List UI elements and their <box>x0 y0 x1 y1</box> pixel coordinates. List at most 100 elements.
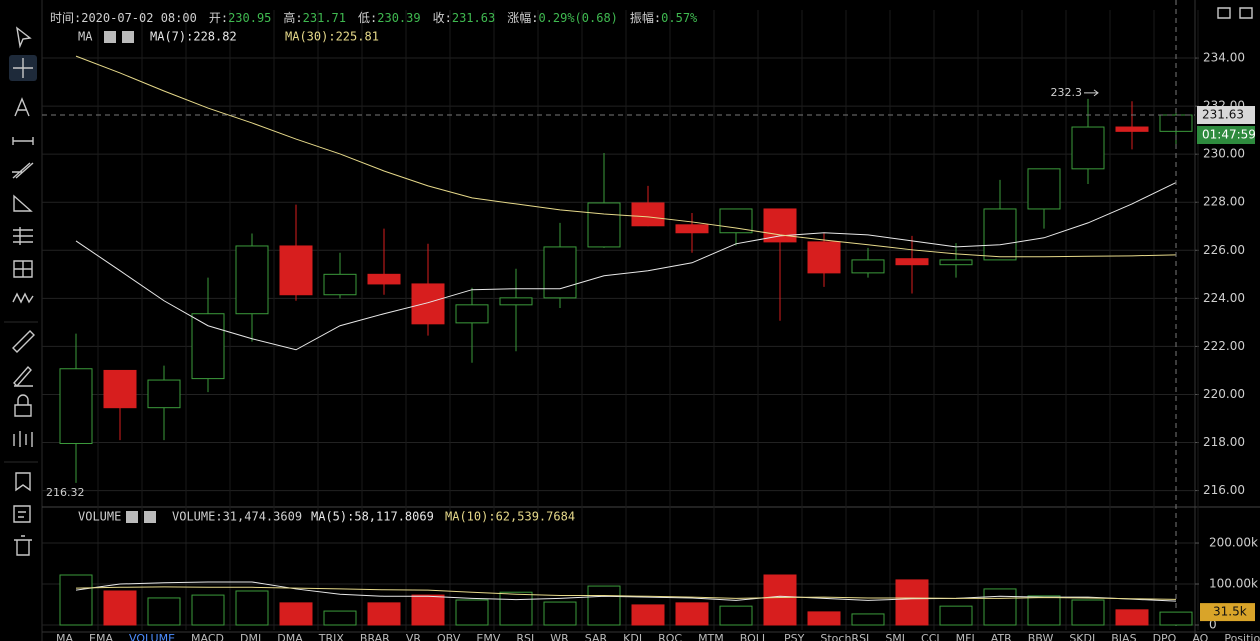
y-tick-label: 224.00 <box>1203 291 1245 305</box>
indicator-name: VOLUME <box>78 510 121 524</box>
indicator-tab[interactable]: CCI <box>921 632 940 641</box>
y-tick-label: 200.00k <box>1209 536 1258 550</box>
candle-body <box>1071 126 1105 170</box>
indicator-tab[interactable]: BRAR <box>360 632 390 641</box>
indicator-tab[interactable]: SAR <box>585 632 608 641</box>
cursor-tool[interactable] <box>16 26 32 49</box>
volume-bar <box>983 588 1017 626</box>
close-button[interactable] <box>122 31 134 43</box>
indicator-tab[interactable]: AO <box>1192 632 1208 641</box>
header-value: 2020-07-02 08:00 <box>81 11 197 25</box>
candle-body <box>895 258 929 266</box>
indicator-tab[interactable]: VR <box>406 632 422 641</box>
fib-tool[interactable] <box>13 227 33 245</box>
ruler-tool[interactable] <box>12 330 35 353</box>
y-tick-label: 220.00 <box>1203 387 1245 401</box>
settings-button[interactable] <box>104 31 116 43</box>
y-tick-label: 234.00 <box>1203 51 1245 65</box>
indicator-tab[interactable]: WR <box>550 632 569 641</box>
delete-tool[interactable] <box>14 535 32 556</box>
candle-body <box>763 208 797 243</box>
candle-body <box>543 246 577 299</box>
volume-bar <box>939 605 973 626</box>
volume-bar <box>499 591 533 626</box>
indicator-tab[interactable]: BIAS <box>1111 632 1136 641</box>
volume-bar <box>1071 599 1105 626</box>
window-icons[interactable] <box>1217 7 1253 19</box>
settings-button[interactable] <box>126 511 138 523</box>
indicator-tab[interactable]: KDJ <box>623 632 642 641</box>
indicator-tab[interactable]: PSY <box>784 632 805 641</box>
volume-bar <box>1159 611 1193 626</box>
volume-value: VOLUME:31,474.3609 <box>172 510 302 524</box>
y-tick-label: 222.00 <box>1203 339 1245 353</box>
marks <box>42 0 1195 630</box>
grid-tool[interactable] <box>13 260 33 278</box>
indicator-tab[interactable]: DPO <box>1153 632 1177 641</box>
indicator-tab[interactable]: EMV <box>476 632 500 641</box>
line-tool[interactable] <box>12 137 34 145</box>
volume-bar <box>895 579 929 626</box>
candle-body <box>191 313 225 380</box>
candle-body <box>675 224 709 234</box>
volume-bar <box>103 590 137 626</box>
indicator-tab[interactable]: DMA <box>277 632 303 641</box>
candle-body <box>1027 168 1061 210</box>
wave-tool[interactable] <box>12 292 34 304</box>
close-button[interactable] <box>144 511 156 523</box>
header-value: 230.95 <box>228 11 271 25</box>
channel-tool[interactable] <box>12 162 34 179</box>
indicator-tab[interactable]: DMI <box>240 632 261 641</box>
last-volume-tag <box>1200 603 1255 622</box>
crosshair-tool[interactable] <box>13 58 33 78</box>
volume-bar <box>719 605 753 626</box>
candle-body <box>59 368 93 444</box>
indicator-tab[interactable]: MTM <box>698 632 724 641</box>
volume-ma-legend: MA(5):58,117.8069 <box>311 510 434 524</box>
candle-body <box>147 379 181 409</box>
indicator-tab[interactable]: ATR <box>991 632 1012 641</box>
volume-bar <box>323 610 357 626</box>
ma-legend: MA(7):228.82 <box>150 30 237 44</box>
y-tick-label: 218.00 <box>1203 435 1245 449</box>
volume-bar <box>279 602 313 626</box>
candle-body <box>279 245 313 296</box>
indicator-tab[interactable]: BOLL <box>740 632 769 641</box>
indicator-tab[interactable]: BBW <box>1028 632 1054 641</box>
volume-bar <box>851 613 885 626</box>
volume-bar <box>147 597 181 626</box>
lock-tool[interactable] <box>14 394 32 417</box>
annotation-arrow <box>1084 89 1099 97</box>
indicator-tab[interactable]: ROC <box>658 632 682 641</box>
notes-tool[interactable] <box>13 505 31 523</box>
indicator-tab[interactable]: RSI <box>516 632 534 641</box>
indicator-tab[interactable]: VOLUME <box>129 632 175 641</box>
candle-body <box>807 241 841 274</box>
header-value: 230.39 <box>377 11 420 25</box>
text-tool[interactable] <box>14 97 30 117</box>
candle-body <box>455 304 489 324</box>
volume-bar <box>763 574 797 626</box>
indicator-tab[interactable]: Position <box>1224 632 1260 641</box>
y-tick-label: 0 <box>1209 618 1217 632</box>
indicator-tab[interactable]: MFI <box>956 632 975 641</box>
indicator-tab[interactable]: StochRSI <box>820 632 869 641</box>
indicator-tool[interactable] <box>13 431 33 447</box>
indicator-tab[interactable]: TRIX <box>318 632 345 641</box>
shape-tool[interactable] <box>13 194 33 212</box>
y-tick-label: 228.00 <box>1203 195 1245 209</box>
indicator-tab[interactable]: EMA <box>89 632 113 641</box>
countdown-tag <box>1197 126 1255 145</box>
ma-legend: MA(30):225.81 <box>285 30 379 44</box>
indicator-tab[interactable]: SKDJ <box>1069 632 1095 641</box>
indicator-tab[interactable]: OBV <box>437 632 461 641</box>
annotation: 216.32 <box>46 486 85 499</box>
indicator-tab[interactable]: MACD <box>191 632 224 641</box>
volume-bar <box>587 585 621 626</box>
indicator-tab[interactable]: SMI <box>885 632 905 641</box>
brush-tool[interactable] <box>13 365 33 388</box>
header-label: 高: <box>283 10 302 25</box>
indicator-tab[interactable]: MA <box>56 632 73 641</box>
bookmark-tool[interactable] <box>15 472 31 492</box>
volume-bar <box>455 599 489 626</box>
